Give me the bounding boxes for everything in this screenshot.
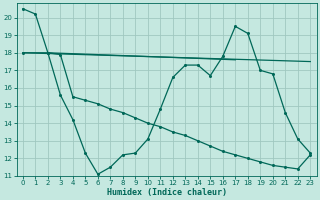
X-axis label: Humidex (Indice chaleur): Humidex (Indice chaleur) (107, 188, 227, 197)
